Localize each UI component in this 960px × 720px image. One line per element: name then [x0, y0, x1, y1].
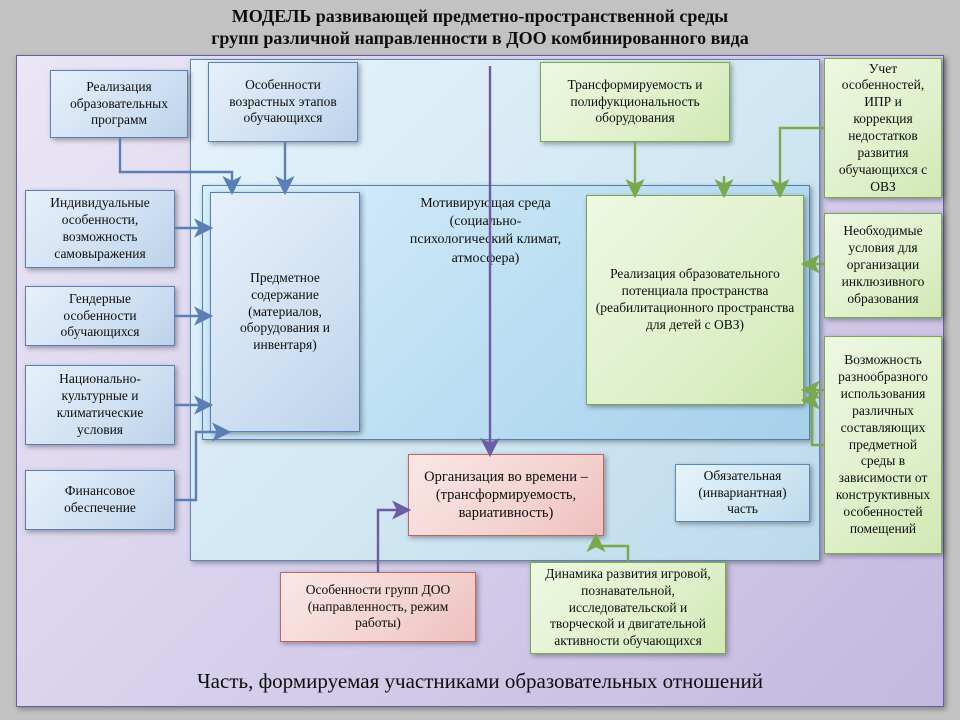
title-line1: МОДЕЛЬ развивающей предметно-пространств… [0, 6, 960, 28]
box-doo-group-features: Особенности групп ДОО (направленность, р… [280, 572, 476, 642]
box-ipr-correction: Учет особенностей, ИПР и коррекция недос… [824, 58, 942, 198]
box-individual-features: Индивидуальные особенности, возможность … [25, 190, 175, 268]
box-financial: Финансовое обеспечение [25, 470, 175, 530]
outer-frame-label: Часть, формируемая участниками образоват… [63, 669, 896, 694]
box-activity-dynamics: Динамика развития игровой, познавательно… [530, 562, 726, 654]
box-age-stage-features: Особенности возрастных этапов обучающихс… [208, 62, 358, 142]
box-realization-programs: Реализация образовательных программ [50, 70, 188, 138]
box-transformability: Трансформируемость и полифукциональность… [540, 62, 730, 142]
box-subject-content: Предметное содержание (материалов, обору… [210, 192, 360, 432]
title-line2: групп различной направленности в ДОО ком… [0, 28, 960, 50]
mid-frame-label: Обязательная (инвариантная) часть [675, 464, 810, 522]
box-variety-use: Возможность разнообразного использования… [824, 336, 942, 554]
inner-frame-label: Мотивирующая среда (социально-психологич… [398, 195, 573, 268]
box-gender-features: Гендерные особенности обучающихся [25, 286, 175, 346]
box-inclusive-conditions: Необходимые условия для организации инкл… [824, 213, 942, 318]
box-national-climate: Национально-культурные и климатические у… [25, 365, 175, 445]
diagram-stage: МОДЕЛЬ развивающей предметно-пространств… [0, 0, 960, 720]
box-realization-potential: Реализация образовательного потенциала п… [586, 195, 804, 405]
box-time-organisation: Организация во времени – (трансформируем… [408, 454, 604, 536]
